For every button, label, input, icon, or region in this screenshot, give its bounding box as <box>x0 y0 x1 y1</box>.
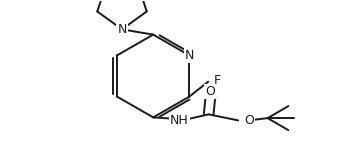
Text: NH: NH <box>170 114 189 127</box>
Text: N: N <box>117 23 127 36</box>
Text: O: O <box>205 85 215 98</box>
Text: N: N <box>184 49 194 62</box>
Text: F: F <box>213 74 221 87</box>
Text: O: O <box>244 114 254 127</box>
Text: N: N <box>117 23 127 36</box>
